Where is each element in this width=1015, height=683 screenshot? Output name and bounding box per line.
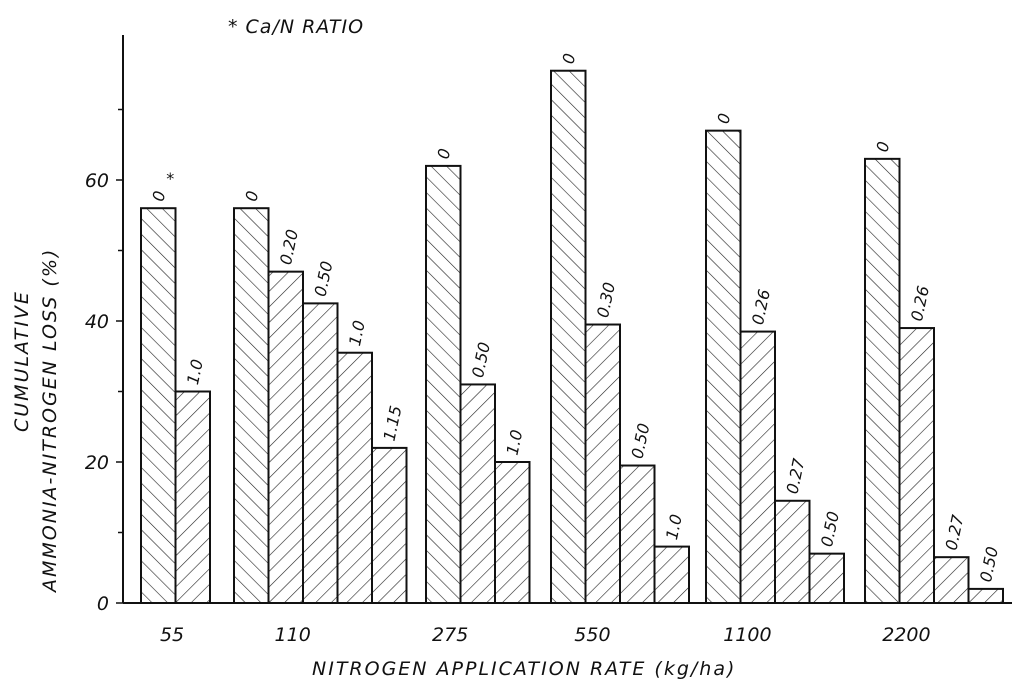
y-axis-title-line1: CUMULATIVE <box>11 290 33 432</box>
bar-value-label: 0 <box>242 189 263 203</box>
bar-value-label: 1.0 <box>503 428 527 457</box>
y-axis-ticks: 0 20 40 60 <box>85 108 123 615</box>
bar-110-ratio-1.0 <box>336 351 373 604</box>
bar-110-ratio-0.50 <box>302 302 339 604</box>
y-axis-title: CUMULATIVE AMMONIA-NITROGEN LOSS (%) <box>11 248 61 594</box>
bar-110-ratio-0.20 <box>267 270 304 604</box>
bar-550-ratio-1.0 <box>653 545 690 604</box>
bar-value-label: 0 <box>559 52 580 66</box>
y-tick-label: 40 <box>85 311 109 333</box>
x-tick-label: 1100 <box>723 624 771 646</box>
bar-value-label: 0.50 <box>817 510 843 549</box>
bar-1100-ratio-0.26 <box>739 330 776 604</box>
bar-275-ratio-1.0 <box>494 461 531 604</box>
x-axis-title: NITROGEN APPLICATION RATE (kg/ha) <box>312 658 736 680</box>
bar-2200-ratio-0.27 <box>933 556 970 604</box>
bar-value-label: 0.50 <box>628 422 654 461</box>
bar-value-label: 0.27 <box>783 456 809 496</box>
bar-2200-ratio-0.26 <box>898 327 935 604</box>
bar-550-ratio-0 <box>550 69 587 605</box>
bar-value-label: 0 <box>873 140 894 154</box>
bar-value-label: 1.0 <box>345 319 369 348</box>
legend: * Ca/N RATIO <box>228 16 364 38</box>
bar-1100-ratio-0.27 <box>774 499 811 604</box>
bar-value-label: 0 <box>714 112 735 126</box>
bar-2200-ratio-0 <box>864 157 901 604</box>
x-tick-label: 55 <box>160 624 184 646</box>
bar-55-ratio-0 <box>140 207 177 604</box>
bar-value-label: 0.30 <box>593 281 619 320</box>
bar-110-ratio-1.15 <box>371 446 408 604</box>
bar-value-label: 1.15 <box>380 404 406 443</box>
bar-value-label: 0.50 <box>468 340 494 379</box>
x-tick-label: 110 <box>275 624 311 646</box>
bar-value-label: 0 <box>149 189 170 203</box>
bar-value-label: 1.0 <box>183 357 207 386</box>
bar-value-label: 0.50 <box>976 545 1002 584</box>
bar-value-label: 0 <box>434 147 455 161</box>
asterisk-mark: * <box>166 169 174 188</box>
y-tick-label: 0 <box>97 593 109 615</box>
bar-55-ratio-1.0 <box>174 390 211 604</box>
bar-275-ratio-0.50 <box>459 383 496 605</box>
bar-550-ratio-0.30 <box>584 323 621 604</box>
bar-value-label: 0.26 <box>748 288 774 327</box>
bar-value-label: 0.26 <box>907 284 933 323</box>
bar-value-label: 0.27 <box>942 512 968 552</box>
x-axis-ticks: 55 110 275 550 1100 2200 <box>160 624 931 646</box>
legend-note: * Ca/N RATIO <box>228 16 364 38</box>
bars <box>140 69 1004 605</box>
bar-110-ratio-0 <box>233 207 270 604</box>
bar-275-ratio-0 <box>425 164 462 604</box>
bar-1100-ratio-0.50 <box>808 552 845 605</box>
x-tick-label: 550 <box>574 624 610 646</box>
y-tick-label: 20 <box>85 452 109 474</box>
x-tick-label: 275 <box>432 624 468 646</box>
bar-value-label: 0.20 <box>276 228 302 267</box>
bar-2200-ratio-0.50 <box>967 587 1004 605</box>
y-tick-label: 60 <box>85 170 109 192</box>
bar-value-label: 1.0 <box>662 513 686 542</box>
y-axis-title-line2: AMMONIA-NITROGEN LOSS (%) <box>39 248 61 594</box>
bar-550-ratio-0.50 <box>619 464 656 604</box>
bar-1100-ratio-0 <box>705 129 742 604</box>
bar-value-label: 0.50 <box>311 259 337 298</box>
x-tick-label: 2200 <box>882 624 930 646</box>
